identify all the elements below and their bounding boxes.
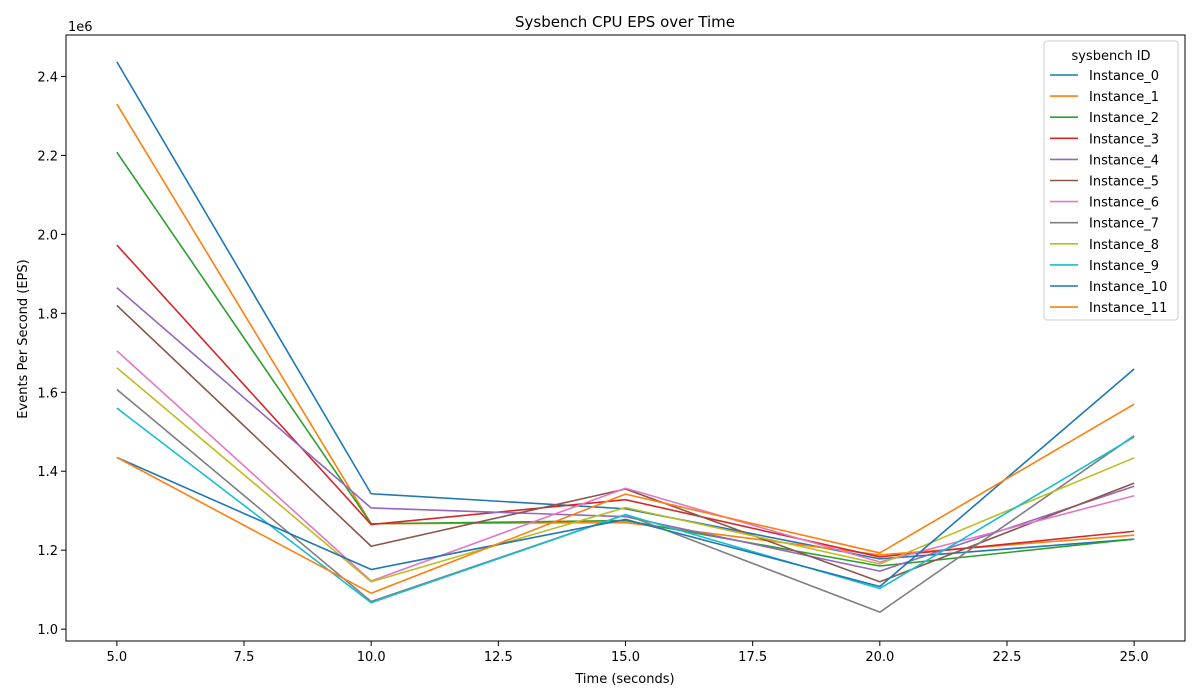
legend-item: Instance_5 — [1050, 175, 1159, 190]
y-tick-label: 2.4 — [37, 70, 58, 85]
y-tick-label: 1.4 — [37, 465, 58, 480]
legend-label: Instance_9 — [1089, 259, 1159, 274]
legend-label: Instance_8 — [1089, 238, 1159, 253]
legend-label: Instance_1 — [1089, 90, 1159, 105]
legend-label: Instance_5 — [1089, 175, 1159, 190]
legend-label: Instance_6 — [1089, 196, 1159, 211]
series-line-instance-10 — [116, 368, 1135, 588]
y-axis-ticks: 1.0 1.2 1.4 1.6 1.8 2.0 2.2 2.4 — [37, 70, 66, 638]
x-tick-label: 17.5 — [738, 650, 767, 665]
chart-title: Sysbench CPU EPS over Time — [515, 13, 735, 31]
x-axis-label: Time (seconds) — [574, 672, 674, 687]
x-tick-label: 12.5 — [484, 650, 513, 665]
x-tick-label: 7.5 — [234, 650, 255, 665]
series-line-instance-9 — [116, 407, 1135, 604]
legend-item: Instance_8 — [1050, 238, 1159, 253]
series-line-instance-8 — [116, 367, 1135, 583]
legend-label: Instance_10 — [1089, 280, 1167, 295]
legend-item: Instance_10 — [1050, 280, 1167, 295]
series-line-instance-11 — [116, 403, 1135, 595]
series-line-instance-0 — [116, 61, 1135, 560]
series-line-instance-4 — [116, 287, 1135, 572]
series-line-instance-6 — [116, 350, 1135, 582]
plot-frame — [65, 34, 1186, 642]
series-lines — [116, 61, 1135, 613]
y-tick-label: 1.6 — [37, 386, 58, 401]
y-tick-label: 2.0 — [37, 228, 58, 243]
x-tick-label: 22.5 — [993, 650, 1022, 665]
legend-item: Instance_0 — [1050, 69, 1159, 84]
legend-label: Instance_7 — [1089, 217, 1159, 232]
legend-label: Instance_2 — [1089, 111, 1159, 126]
legend-item: Instance_3 — [1050, 132, 1159, 147]
y-tick-label: 1.8 — [37, 307, 58, 322]
legend-item: Instance_9 — [1050, 259, 1159, 274]
legend-item: Instance_4 — [1050, 153, 1159, 168]
x-tick-label: 25.0 — [1120, 650, 1149, 665]
legend-label: Instance_11 — [1089, 301, 1167, 316]
x-tick-label: 20.0 — [865, 650, 894, 665]
legend-item: Instance_6 — [1050, 196, 1159, 211]
series-line-instance-2 — [116, 151, 1135, 567]
legend-title: sysbench ID — [1071, 49, 1150, 64]
legend-item: Instance_2 — [1050, 111, 1159, 126]
legend-item: Instance_1 — [1050, 90, 1159, 105]
y-axis-label: Events Per Second (EPS) — [16, 259, 31, 418]
legend-label: Instance_0 — [1089, 69, 1159, 84]
legend-item: Instance_7 — [1050, 217, 1159, 232]
legend-box — [1043, 40, 1179, 321]
x-tick-label: 10.0 — [357, 650, 386, 665]
legend-label: Instance_3 — [1089, 132, 1159, 147]
y-tick-label: 1.0 — [37, 623, 58, 638]
y-axis-multiplier: 1e6 — [68, 20, 93, 35]
y-tick-label: 2.2 — [37, 149, 58, 164]
legend-items: Instance_0 Instance_1 Instance_2 Instance_3… — [1050, 69, 1167, 316]
legend: sysbench ID Instance_0Instance_1Instance… — [1043, 40, 1179, 321]
legend-item: Instance_11 — [1050, 301, 1167, 316]
y-tick-label: 1.2 — [37, 544, 58, 559]
x-tick-label: 15.0 — [611, 650, 640, 665]
x-tick-label: 5.0 — [107, 650, 128, 665]
legend-label: Instance_4 — [1089, 153, 1159, 168]
x-axis-ticks: 5.0 7.5 10.0 12.5 15.0 17.5 20.0 22.5 25.0 — [107, 641, 1149, 665]
